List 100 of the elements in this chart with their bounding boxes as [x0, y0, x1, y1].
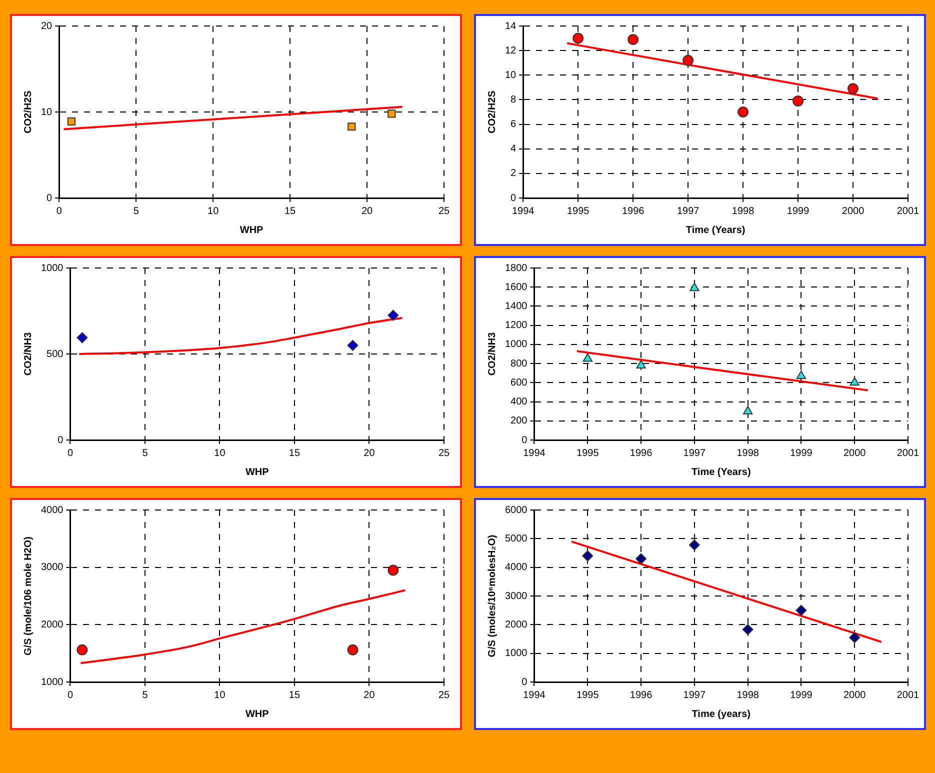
x-tick-label: 1999	[790, 448, 813, 459]
point	[628, 34, 639, 46]
x-tick-label: 1996	[622, 206, 645, 217]
x-tick-label: 15	[284, 206, 296, 217]
x-tick-label: 1995	[576, 448, 600, 459]
point	[682, 54, 694, 66]
x-tick-label: 2001	[896, 206, 920, 217]
x-tick-label: 10	[214, 448, 226, 459]
point	[348, 122, 356, 131]
x-tick-label: 1998	[736, 690, 760, 701]
y-axis-title: CO2/H2S	[22, 90, 34, 134]
y-axis-title: CO2/NH3	[22, 332, 34, 376]
y-axis-title: G/S (mole/106 mole H2O)	[22, 536, 34, 656]
x-tick-label: 25	[438, 448, 450, 459]
x-tick-label: 5	[142, 448, 148, 459]
y-tick-label: 0	[58, 434, 64, 446]
y-tick-label: 200	[510, 416, 528, 427]
point	[582, 353, 592, 362]
point	[582, 550, 594, 562]
x-axis-title: WHP	[245, 466, 270, 478]
x-tick-label: 1995	[576, 690, 600, 701]
y-tick-label: 4000	[504, 562, 528, 574]
x-tick-label: 1997	[683, 690, 706, 701]
y-tick-label: 1200	[504, 320, 528, 332]
point	[688, 539, 700, 550]
x-tick-label: 2001	[896, 448, 920, 459]
point	[742, 406, 753, 414]
y-tick-label: 6	[510, 119, 517, 130]
line-series	[80, 589, 406, 664]
y-axis-title: CO2/H2S	[486, 90, 498, 134]
x-tick-label: 0	[67, 690, 74, 701]
x-tick-label: 25	[438, 690, 450, 701]
x-tick-label: 1994	[512, 206, 535, 217]
y-tick-label: 800	[510, 358, 528, 370]
y-tick-label: 400	[510, 396, 528, 408]
x-tick-label: 20	[364, 448, 376, 459]
y-tick-label: 14	[505, 20, 517, 32]
point	[67, 117, 76, 126]
x-tick-label: 2000	[843, 690, 866, 701]
x-tick-label: 10	[208, 206, 220, 217]
y-tick-label: 1400	[504, 300, 528, 312]
x-tick-label: 25	[438, 206, 450, 217]
x-tick-label: 1996	[630, 448, 653, 459]
y-axis-title: CO2/NH3	[486, 332, 498, 376]
y-tick-label: 3000	[40, 562, 64, 574]
x-axis-title: Time (years)	[692, 708, 750, 720]
y-tick-label: 4	[510, 144, 517, 155]
x-tick-label: 1995	[566, 206, 590, 217]
x-tick-label: 0	[67, 448, 74, 459]
point	[796, 370, 806, 379]
line-series	[78, 316, 404, 355]
x-tick-label: 1998	[736, 448, 760, 459]
point	[572, 32, 584, 44]
point	[76, 332, 88, 344]
y-tick-label: 6000	[504, 504, 528, 516]
y-tick-label: 1000	[40, 262, 64, 274]
point	[796, 604, 807, 616]
point	[636, 360, 646, 368]
x-tick-label: 1999	[786, 206, 810, 217]
point	[347, 340, 358, 351]
y-tick-label: 500	[46, 348, 64, 360]
x-tick-label: 20	[364, 690, 376, 701]
x-axis-title: WHP	[240, 224, 264, 236]
x-tick-label: 5	[142, 690, 148, 701]
point	[636, 553, 647, 564]
x-tick-label: 5	[133, 206, 140, 217]
x-tick-label: 15	[288, 448, 300, 459]
y-tick-label: 0	[46, 192, 53, 204]
y-tick-label: 12	[505, 45, 517, 56]
x-axis-title: WHP	[245, 708, 270, 720]
y-tick-label: 8	[510, 94, 517, 106]
y-tick-label: 5000	[504, 533, 528, 544]
y-tick-label: 0	[510, 192, 517, 204]
point	[849, 632, 860, 644]
x-axis-title: Time (Years)	[686, 224, 746, 236]
x-axis-title: Time (Years)	[691, 466, 751, 478]
y-tick-label: 1000	[504, 648, 528, 660]
x-tick-label: 10	[214, 690, 226, 701]
x-tick-label: 2000	[843, 448, 866, 459]
y-tick-label: 1000	[504, 339, 528, 350]
x-tick-label: 1994	[523, 690, 546, 701]
y-axis-title: G/S (moles/10⁶molesH₂O)	[486, 534, 498, 658]
y-tick-label: 1000	[40, 676, 64, 688]
y-tick-label: 3000	[504, 590, 528, 602]
point	[690, 282, 700, 292]
y-tick-label: 2	[510, 168, 517, 180]
y-tick-label: 20	[41, 20, 53, 32]
y-tick-label: 0	[522, 434, 528, 446]
y-tick-label: 2000	[40, 619, 64, 630]
y-tick-label: 2000	[504, 619, 528, 630]
y-tick-label: 0	[522, 676, 528, 688]
x-tick-label: 15	[288, 690, 300, 701]
y-tick-label: 1600	[504, 282, 528, 293]
point	[388, 110, 396, 118]
point	[792, 95, 804, 106]
x-tick-label: 2001	[896, 690, 920, 701]
y-tick-label: 10	[505, 70, 517, 81]
x-tick-label: 1996	[630, 690, 653, 701]
y-tick-label: 1800	[504, 262, 528, 274]
point	[738, 106, 749, 118]
